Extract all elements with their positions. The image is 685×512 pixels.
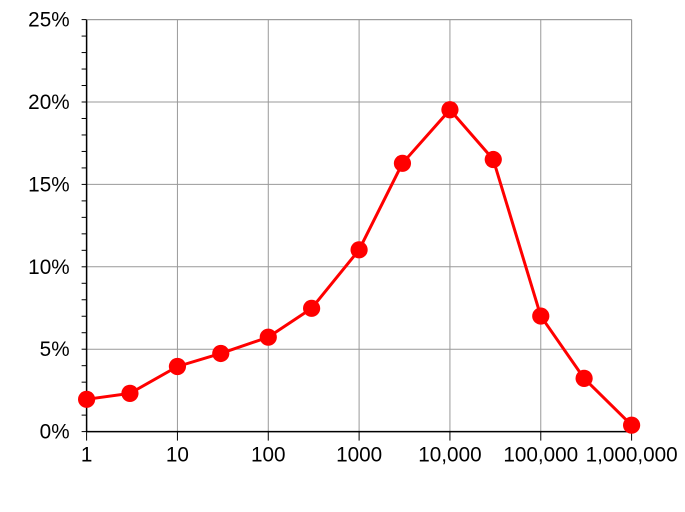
svg-text:25%: 25%	[28, 8, 69, 31]
svg-text:10%: 10%	[28, 256, 69, 279]
svg-text:1: 1	[81, 443, 93, 466]
svg-text:100: 100	[251, 443, 286, 466]
svg-text:1000: 1000	[336, 443, 382, 466]
svg-text:15%: 15%	[28, 173, 69, 196]
svg-text:1,000,000: 1,000,000	[586, 443, 678, 466]
svg-text:100,000: 100,000	[503, 443, 578, 466]
svg-text:5%: 5%	[40, 338, 70, 361]
svg-text:10: 10	[166, 443, 189, 466]
svg-text:0%: 0%	[40, 420, 70, 443]
svg-text:10,000: 10,000	[418, 443, 481, 466]
svg-text:20%: 20%	[28, 91, 69, 114]
